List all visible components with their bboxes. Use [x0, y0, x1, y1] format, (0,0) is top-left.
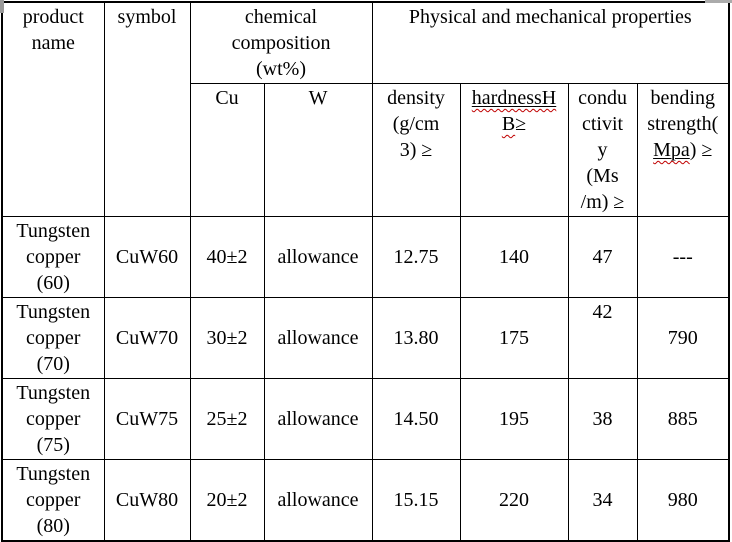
cell-symbol: CuW60 — [103, 216, 191, 298]
cell-cu: 20±2 — [189, 459, 265, 542]
hardness-line-2: B≥ — [463, 111, 566, 137]
cell-symbol: CuW70 — [103, 297, 191, 379]
cell-product-name: Tungsten copper (80) — [1, 459, 105, 542]
hardness-b-squiggle: B — [501, 113, 516, 135]
cell-w: allowance — [263, 378, 373, 460]
bending-mpa-line: Mpa) ≥ — [640, 137, 727, 163]
header-row-1: product name symbol chemical composition… — [1, 1, 730, 217]
cell-conductivity: 38 — [567, 378, 638, 460]
header-chemical-composition: chemical composition (wt%) — [189, 1, 373, 84]
table-row: Tungsten copper (60) CuW60 40±2 allowanc… — [1, 216, 730, 298]
table-move-handle-artifact — [0, 0, 4, 13]
cell-hardness: 220 — [459, 459, 569, 542]
cell-density: 12.75 — [371, 216, 461, 298]
cell-cu: 30±2 — [189, 297, 265, 379]
hardness-underline: hardnessH — [472, 87, 556, 109]
cell-bending: 980 — [636, 459, 730, 542]
cell-product-name: Tungsten copper (60) — [1, 216, 105, 298]
cell-density: 14.50 — [371, 378, 461, 460]
table-row: Tungsten copper (75) CuW75 25±2 allowanc… — [1, 378, 730, 460]
hardness-gte-symbol: ≥ — [515, 113, 527, 135]
header-density: density (g/cm 3) ≥ — [371, 83, 461, 217]
cell-product-name: Tungsten copper (75) — [1, 378, 105, 460]
cell-w: allowance — [263, 459, 373, 542]
hardness-line-1: hardnessH — [463, 85, 566, 111]
hardness-word-squiggle: hardnessH — [471, 87, 557, 109]
cell-w: allowance — [263, 297, 373, 379]
cell-conductivity: 47 — [567, 216, 638, 298]
header-hardness: hardnessH B≥ — [459, 83, 569, 217]
screenshot-edge-artifact — [705, 0, 732, 3]
cell-bending: --- — [636, 216, 730, 298]
cell-conductivity: 42 — [567, 297, 638, 379]
header-row-2: Cu W density (g/cm 3) ≥ hardnessH B≥ con… — [2, 83, 730, 217]
cell-bending: 885 — [636, 378, 730, 460]
header-cu: Cu — [189, 83, 265, 217]
cell-density: 13.80 — [371, 297, 461, 379]
cell-symbol: CuW75 — [103, 378, 191, 460]
cell-cu: 25±2 — [189, 378, 265, 460]
header-physical-properties: Physical and mechanical properties — [371, 1, 730, 84]
cell-hardness: 140 — [459, 216, 569, 298]
cell-density: 15.15 — [371, 459, 461, 542]
header-w: W — [263, 83, 373, 217]
header-bending-strength: bending strength( Mpa) ≥ — [636, 83, 730, 217]
cell-w: allowance — [263, 216, 373, 298]
bending-lines: bending strength( — [647, 87, 719, 135]
cell-symbol: CuW80 — [103, 459, 191, 542]
cell-cu: 40±2 — [189, 216, 265, 298]
bending-gte-symbol: ) ≥ — [689, 139, 713, 161]
header-symbol: symbol — [103, 1, 191, 217]
cell-conductivity: 34 — [567, 459, 638, 542]
header-product-name: product name — [1, 1, 105, 217]
cell-hardness: 195 — [459, 378, 569, 460]
table-row: Tungsten copper (80) CuW80 20±2 allowanc… — [1, 459, 730, 542]
cell-bending: 790 — [636, 297, 730, 379]
cell-hardness: 175 — [459, 297, 569, 379]
cell-product-name: Tungsten copper (70) — [1, 297, 105, 379]
header-conductivity: condu ctivit y (Ms /m) ≥ — [567, 83, 638, 217]
table-row: Tungsten copper (70) CuW70 30±2 allowanc… — [1, 297, 730, 379]
mpa-underline: Mpa — [653, 139, 690, 161]
mpa-squiggle: Mpa — [653, 139, 690, 161]
